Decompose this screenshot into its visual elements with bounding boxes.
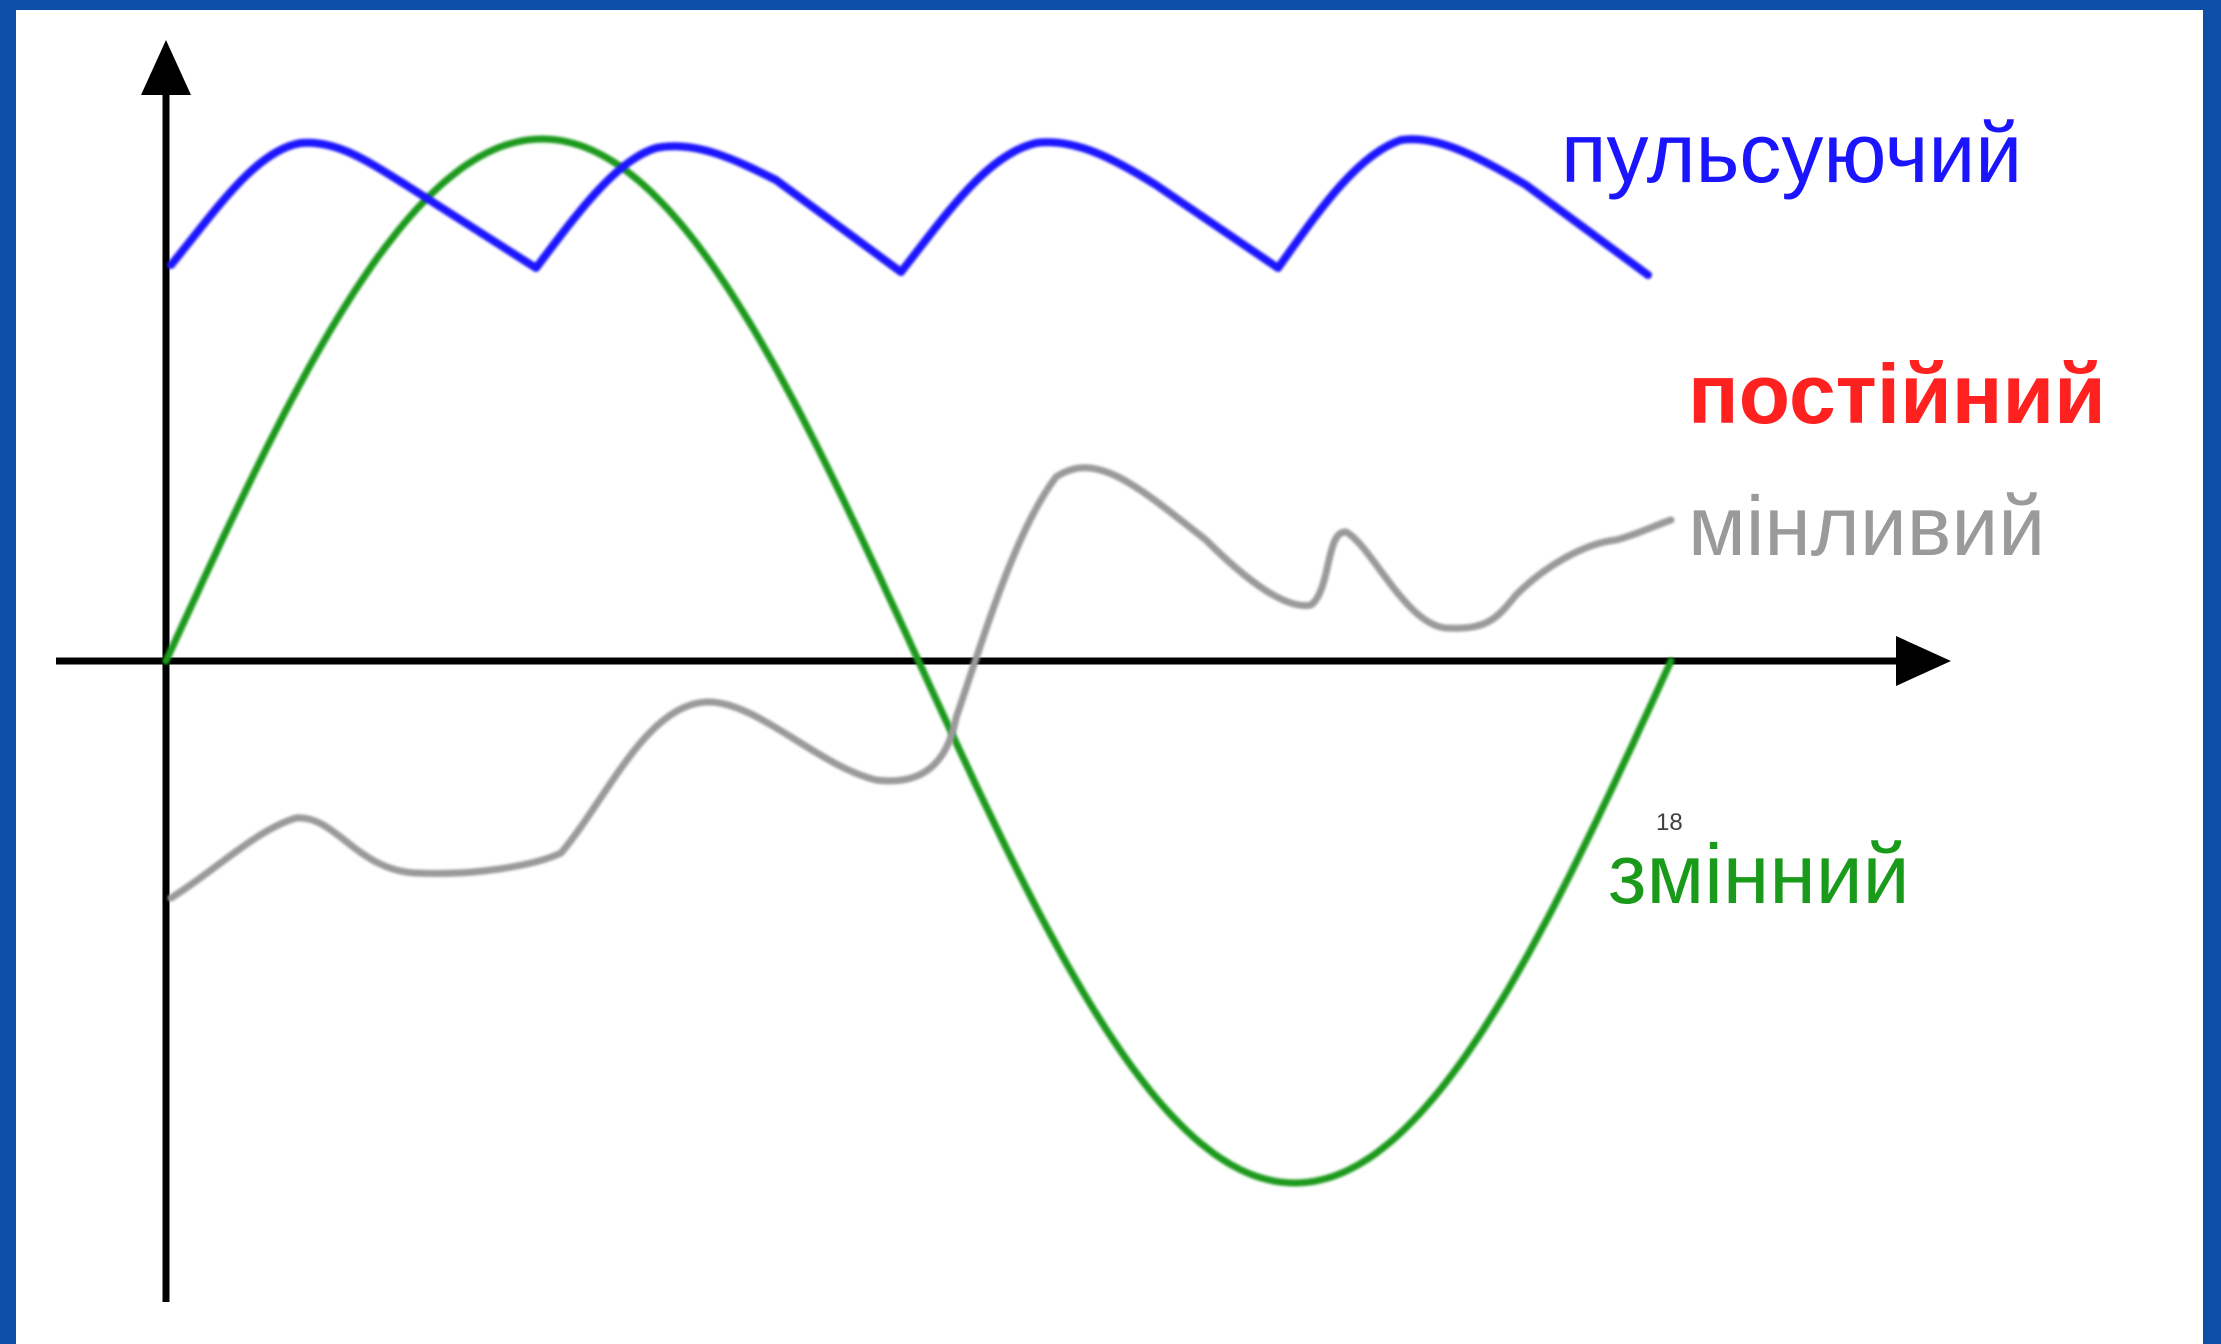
variable-current-curve [167,464,1675,902]
axes [56,40,1951,1302]
current-types-diagram: пульсуючий постійний мінливий змінний 18 [56,40,2106,1302]
pulsating-label: пульсуючий [1561,106,2022,200]
right-arrow-icon [1896,636,1951,686]
alternating-current-curve [162,135,1675,1187]
variable-label: мінливий [1688,479,2045,573]
alternating-label: змінний [1608,827,1910,921]
direct-label: постійний [1688,347,2106,441]
up-arrow-icon [141,40,191,95]
pulsating-current-curve [167,135,1652,279]
page-number: 18 [1656,809,1683,836]
